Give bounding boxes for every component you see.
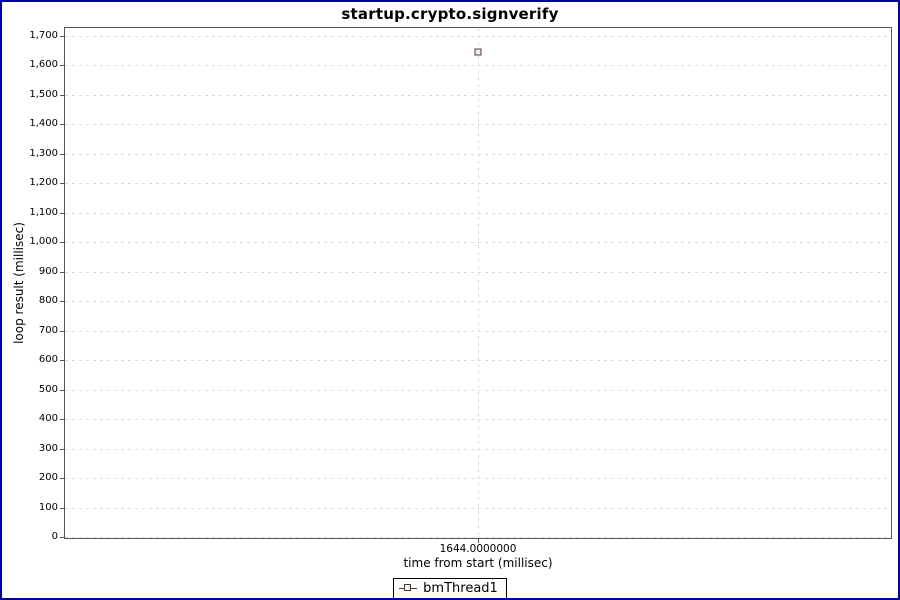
y-tick-label: 600 bbox=[38, 354, 58, 365]
y-tick-label: 800 bbox=[38, 295, 58, 306]
gridline-vertical bbox=[478, 28, 479, 538]
legend: bmThread1 bbox=[2, 578, 898, 598]
y-tick-label: 1,300 bbox=[29, 147, 58, 159]
y-tick-mark bbox=[60, 507, 64, 509]
y-tick-mark bbox=[60, 271, 64, 273]
y-tick-label: 1,400 bbox=[29, 118, 58, 129]
y-tick-mark bbox=[60, 360, 64, 361]
y-tick-mark bbox=[60, 183, 64, 184]
x-tick-mark bbox=[478, 539, 479, 543]
y-tick-label: 100 bbox=[38, 501, 58, 513]
y-tick-label: 1,500 bbox=[29, 88, 58, 100]
y-tick-mark bbox=[60, 124, 64, 125]
y-tick-mark bbox=[60, 94, 64, 96]
y-tick-label: 400 bbox=[38, 413, 58, 424]
y-tick-label: 1,000 bbox=[29, 236, 58, 247]
y-tick-label: 1,600 bbox=[29, 59, 58, 70]
y-tick-mark bbox=[60, 448, 64, 450]
y-tick-label: 200 bbox=[38, 472, 58, 483]
series-marker-icon bbox=[399, 584, 418, 593]
y-tick-label: 1,700 bbox=[29, 29, 58, 41]
y-tick-mark bbox=[60, 330, 64, 332]
y-tick-mark bbox=[60, 35, 64, 37]
y-tick-label: 1,200 bbox=[29, 177, 58, 188]
x-tick-label: 1644.0000000 bbox=[439, 543, 517, 555]
y-tick-mark bbox=[60, 419, 64, 420]
y-tick-label: 0 bbox=[51, 531, 58, 542]
chart-title: startup.crypto.signverify bbox=[341, 5, 559, 23]
legend-entry: bmThread1 bbox=[393, 578, 507, 598]
y-tick-mark bbox=[60, 153, 64, 155]
y-tick-mark bbox=[60, 478, 64, 479]
plot-area bbox=[64, 27, 892, 539]
y-tick-label: 900 bbox=[38, 265, 58, 277]
y-tick-label: 500 bbox=[38, 383, 58, 395]
y-tick-label: 700 bbox=[38, 324, 58, 336]
y-tick-mark bbox=[60, 537, 64, 538]
y-tick-mark bbox=[60, 389, 64, 391]
y-tick-mark bbox=[60, 242, 64, 243]
y-tick-mark bbox=[60, 65, 64, 66]
y-tick-label: 300 bbox=[38, 442, 58, 454]
data-point-marker bbox=[474, 48, 482, 56]
y-axis-label: loop result (millisec) bbox=[2, 27, 36, 539]
y-tick-mark bbox=[60, 212, 64, 214]
y-tick-mark bbox=[60, 301, 64, 302]
y-tick-label: 1,100 bbox=[29, 206, 58, 218]
x-axis-label: time from start (millisec) bbox=[403, 556, 553, 570]
legend-series-label: bmThread1 bbox=[423, 581, 498, 596]
